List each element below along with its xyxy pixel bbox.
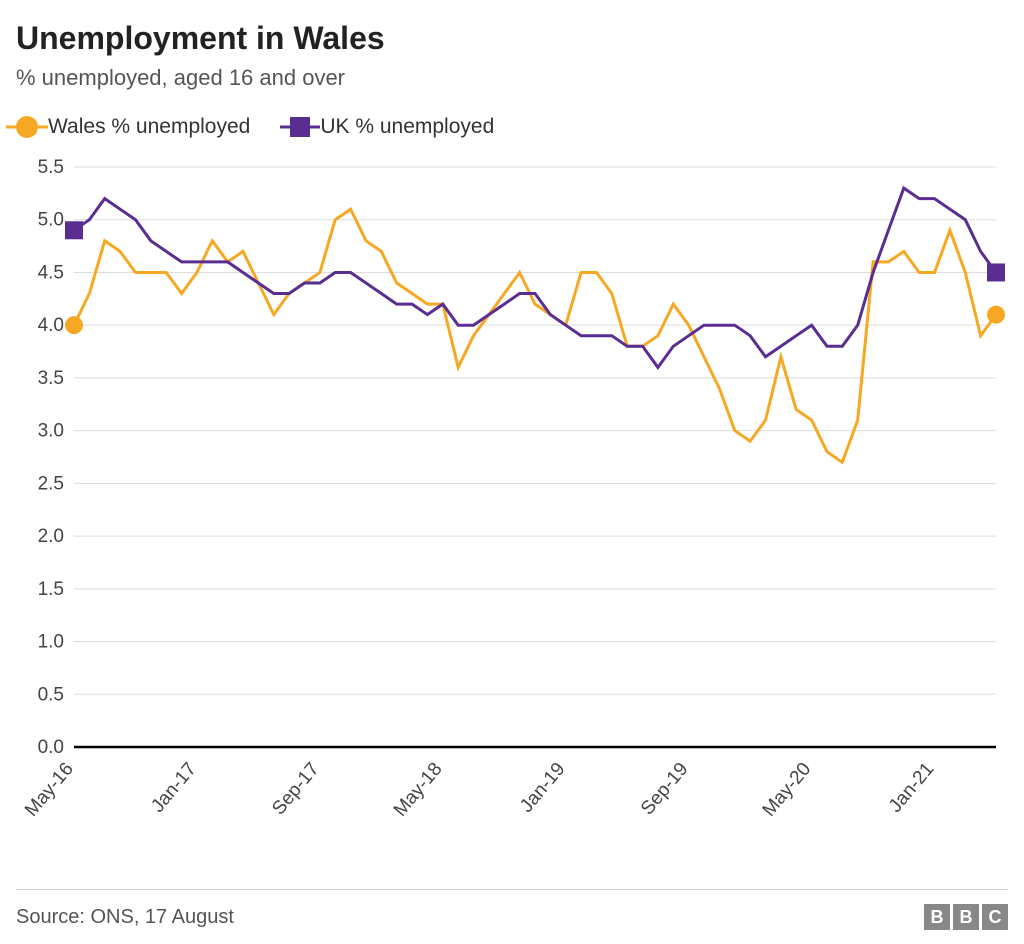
chart-subtitle: % unemployed, aged 16 and over — [16, 65, 1008, 91]
source-text: Source: ONS, 17 August — [16, 906, 234, 929]
bbc-block-icon: C — [982, 904, 1008, 930]
x-tick-label: Sep-17 — [268, 759, 323, 819]
legend: Wales % unemployed UK % unemployed — [16, 115, 1008, 139]
y-tick-label: 1.0 — [38, 632, 64, 653]
y-tick-label: 0.5 — [38, 684, 64, 705]
y-tick-label: 4.5 — [38, 262, 64, 283]
series-line — [74, 188, 996, 367]
series-line — [74, 209, 996, 462]
x-tick-label: May-16 — [21, 759, 78, 821]
endpoint-marker-circle-icon — [987, 306, 1005, 324]
y-tick-label: 3.5 — [38, 368, 64, 389]
legend-item-uk: UK % unemployed — [290, 115, 494, 139]
legend-marker-circle-icon — [16, 116, 38, 138]
y-tick-label: 0.0 — [38, 737, 64, 758]
y-tick-label: 2.5 — [38, 473, 64, 494]
y-tick-label: 5.0 — [38, 210, 64, 231]
y-tick-label: 3.0 — [38, 421, 64, 442]
chart-area: 0.0 0.5 1.0 1.5 2.0 2.5 3.0 3.5 4.0 4.5 5.0 5.5 May-… — [16, 157, 1008, 842]
y-tick-label: 4.0 — [38, 315, 64, 336]
x-tick-label: Sep-19 — [637, 759, 692, 819]
endpoint-marker-square-icon — [987, 263, 1005, 281]
y-tick-label: 1.5 — [38, 579, 64, 600]
y-tick-label: 2.0 — [38, 526, 64, 547]
legend-item-wales: Wales % unemployed — [16, 115, 250, 139]
y-tick-label: 5.5 — [38, 157, 64, 178]
bbc-logo: B B C — [924, 904, 1008, 930]
x-tick-label: May-18 — [390, 759, 447, 821]
endpoint-marker-square-icon — [65, 221, 83, 239]
endpoint-marker-circle-icon — [65, 316, 83, 334]
x-tick-label: Jan-17 — [147, 759, 200, 817]
legend-label: Wales % unemployed — [48, 115, 250, 139]
x-tick-label: May-20 — [759, 759, 816, 821]
x-tick-label: Jan-19 — [516, 759, 569, 817]
bbc-block-icon: B — [924, 904, 950, 930]
chart-footer: Source: ONS, 17 August B B C — [16, 889, 1008, 930]
chart-title: Unemployment in Wales — [16, 20, 1008, 57]
bbc-block-icon: B — [953, 904, 979, 930]
chart-svg: 0.0 0.5 1.0 1.5 2.0 2.5 3.0 3.5 4.0 4.5 5.0 5.5 May-… — [16, 157, 1008, 837]
legend-label: UK % unemployed — [320, 115, 494, 139]
x-tick-label: Jan-21 — [885, 759, 938, 817]
legend-marker-square-icon — [290, 117, 310, 137]
